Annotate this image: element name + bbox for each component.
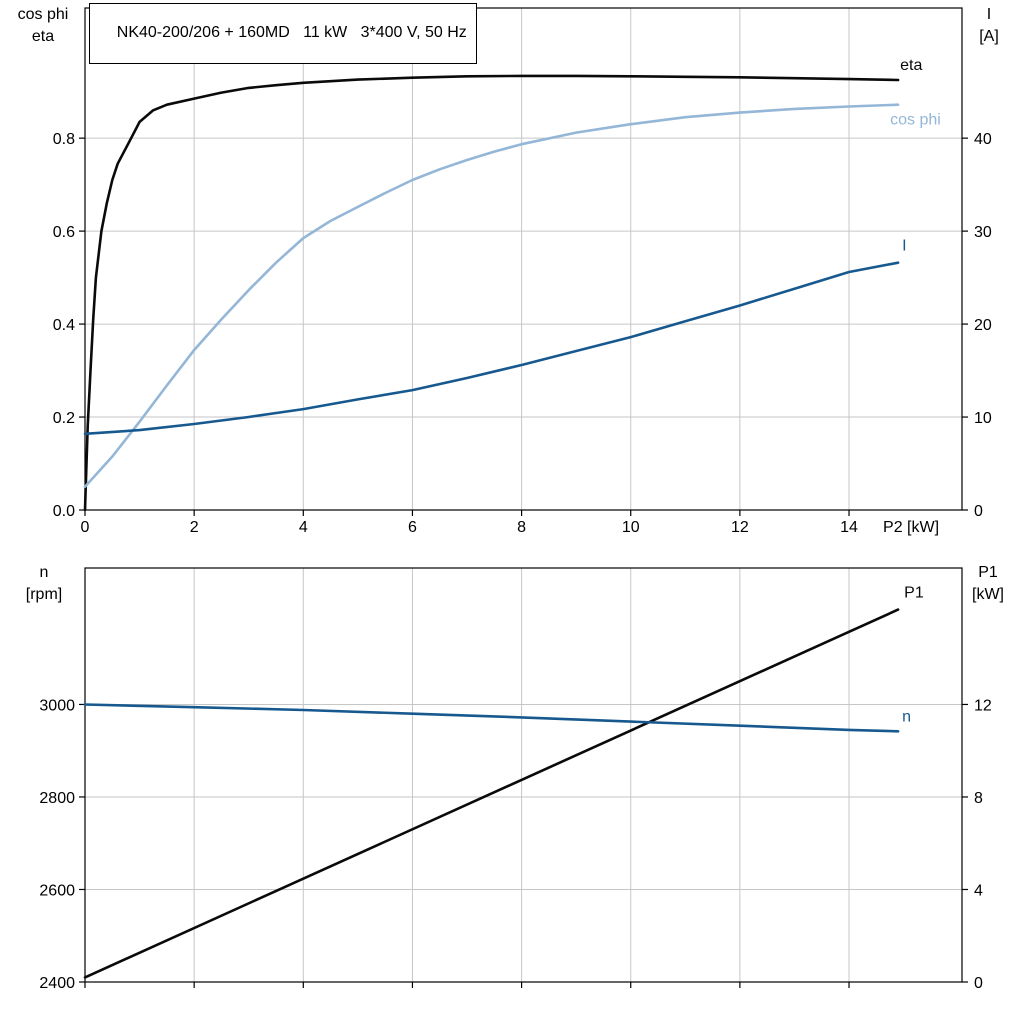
series-line-eta	[83, 74, 900, 512]
y-left-axis-title-line1: cos phi	[17, 6, 69, 23]
top-left-axis-header: cos phi eta	[0, 4, 86, 48]
top-right-axis-header: I [A]	[960, 4, 1018, 48]
y-left-axis-title-line2: eta	[31, 28, 55, 45]
series-label-p1: P1	[904, 585, 924, 602]
y-left-tick-label: 0.8	[53, 131, 75, 148]
x-tick-label: 8	[517, 519, 526, 536]
x-axis-label: P2 [kW]	[883, 519, 939, 536]
x-tick-label: 6	[408, 519, 417, 536]
y-right-tick-label: 0	[974, 975, 983, 992]
y-right-tick-label: 4	[974, 882, 983, 899]
y-left-tick-label: 0.0	[53, 503, 75, 520]
bottom-left-axis-header: n [rpm]	[6, 562, 82, 606]
x-tick-label: 2	[190, 519, 199, 536]
y-right-axis-title-line2: [A]	[979, 28, 999, 45]
series-line-n	[83, 703, 900, 733]
y-right-tick-label: 40	[974, 131, 992, 148]
y-right-tick-label: 12	[974, 697, 992, 714]
plot-frame	[84, 7, 963, 511]
series-line-p1	[83, 608, 900, 979]
series-line-cos-phi	[83, 103, 900, 489]
series-label-i: I	[902, 238, 906, 255]
bottom-right-axis-header: P1 [kW]	[956, 562, 1020, 606]
x-tick-label: 12	[731, 519, 749, 536]
y-left-tick-label: 0.4	[53, 317, 75, 334]
plot-frame	[84, 567, 963, 983]
top-chart: 0.0 0.2 0.4 0.6 0.8 0 10 20 30 40 0 2 4 6 8 10 12 14 P2 [k…	[53, 7, 992, 536]
x-tick-label: 14	[840, 519, 858, 536]
series-label-eta: eta	[900, 57, 922, 74]
bottom-chart: 2400 2600 2800 3000 0 4 8 12 P1 n	[39, 567, 992, 992]
y-right-axis-title-line2: [kW]	[972, 586, 1004, 603]
x-tick-label: 0	[81, 519, 90, 536]
series-line-i	[83, 261, 900, 436]
y-left-axis-title-line1: n	[39, 564, 49, 581]
y-left-tick-label: 3000	[39, 697, 75, 714]
x-tick-label: 10	[622, 519, 640, 536]
y-right-tick-label: 30	[974, 224, 992, 241]
x-tick-label: 4	[299, 519, 308, 536]
y-left-tick-label: 2400	[39, 975, 75, 992]
y-left-tick-label: 0.2	[53, 410, 75, 427]
y-left-tick-label: 0.6	[53, 224, 75, 241]
chart-title: NK40-200/206 + 160MD 11 kW 3*400 V, 50 H…	[116, 24, 467, 41]
y-left-tick-label: 2600	[39, 882, 75, 899]
series-label-cos-phi: cos phi	[890, 112, 941, 129]
y-right-axis-title-line1: I	[986, 6, 992, 23]
y-right-tick-label: 20	[974, 317, 992, 334]
chart-title-box: NK40-200/206 + 160MD 11 kW 3*400 V, 50 H…	[89, 3, 477, 64]
y-left-axis-title-line2: [rpm]	[25, 586, 63, 603]
y-right-tick-label: 0	[974, 503, 983, 520]
y-left-tick-label: 2800	[39, 790, 75, 807]
y-right-tick-label: 8	[974, 790, 983, 807]
y-right-axis-title-line1: P1	[978, 564, 998, 581]
y-right-tick-label: 10	[974, 410, 992, 427]
series-label-n: n	[902, 708, 911, 725]
